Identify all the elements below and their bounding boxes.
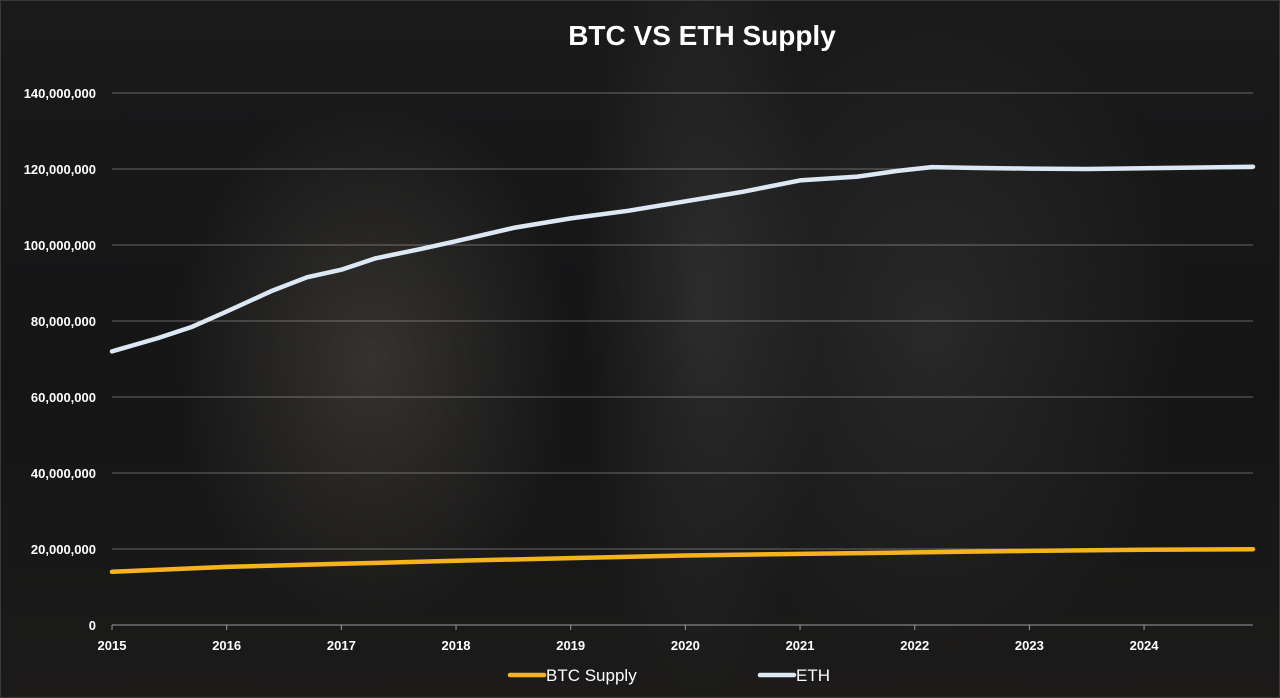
legend: BTC Supply ETH (507, 666, 830, 685)
gridlines (112, 92, 1253, 550)
series-line-eth (109, 164, 1256, 354)
y-tick-label: 140,000,000 (24, 86, 96, 101)
x-tick-label: 2023 (1015, 638, 1044, 653)
x-tick-label: 2021 (786, 638, 815, 653)
x-tick-label: 2024 (1130, 638, 1160, 653)
x-tick-label: 2019 (556, 638, 585, 653)
y-tick-label: 120,000,000 (24, 162, 96, 177)
y-tick-label: 40,000,000 (31, 466, 96, 481)
legend-label: ETH (796, 666, 830, 685)
x-tick-label: 2017 (327, 638, 356, 653)
x-axis-ticks: 2015 2016 2017 2018 2019 2020 2021 2022 2023 2024 (98, 625, 1160, 653)
y-tick-label: 100,000,000 (24, 238, 96, 253)
series-line-btc-supply (109, 546, 1256, 575)
x-tick-label: 2015 (98, 638, 127, 653)
chart-title: BTC VS ETH Supply (568, 20, 836, 51)
x-tick-label: 2016 (212, 638, 241, 653)
y-tick-label: 60,000,000 (31, 390, 96, 405)
x-tick-label: 2020 (671, 638, 700, 653)
x-tick-label: 2018 (442, 638, 471, 653)
legend-label: BTC Supply (546, 666, 637, 685)
y-axis-ticks: 0 20,000,000 40,000,000 60,000,000 80,000,00… (24, 86, 96, 633)
y-tick-label: 0 (89, 618, 96, 633)
x-tick-label: 2022 (900, 638, 929, 653)
y-tick-label: 80,000,000 (31, 314, 96, 329)
y-tick-label: 20,000,000 (31, 542, 96, 557)
series-lines (109, 164, 1256, 575)
